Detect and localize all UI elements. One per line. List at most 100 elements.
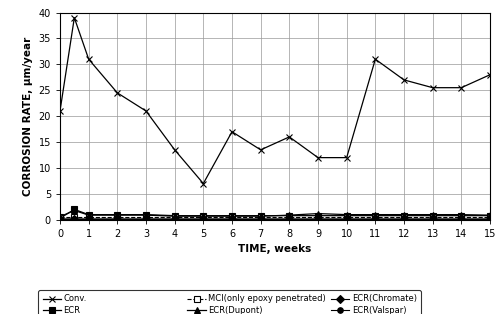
ECR(Valspar) xyxy=(86,217,91,221)
ECR(Chromate) xyxy=(401,217,407,221)
MCI(both layers penetrated) xyxy=(430,216,436,220)
ECR xyxy=(114,213,120,217)
Line: MCI(only epoxy penetrated): MCI(only epoxy penetrated) xyxy=(57,214,493,220)
Conv. xyxy=(430,86,436,89)
ECR xyxy=(86,213,91,217)
MCI(only epoxy penetrated) xyxy=(57,215,63,219)
ECR(Valspar) xyxy=(258,217,264,221)
Conv. xyxy=(200,181,206,185)
MCI(only epoxy penetrated) xyxy=(229,215,235,219)
ECR(Dupont) xyxy=(114,213,120,217)
ECR(Chromate) xyxy=(315,217,321,221)
Conv. xyxy=(172,148,177,152)
Conv. xyxy=(286,135,292,139)
ECR(Valspar) xyxy=(372,217,378,221)
ECR(Dupont) xyxy=(458,213,464,217)
Conv. xyxy=(57,109,63,113)
ECR(Valspar) xyxy=(200,217,206,221)
Y-axis label: CORROSION RATE, μm/year: CORROSION RATE, μm/year xyxy=(23,36,33,196)
ECR xyxy=(430,214,436,218)
ECR xyxy=(143,213,149,217)
ECR(Valspar) xyxy=(229,217,235,221)
ECR(Dupont) xyxy=(315,212,321,215)
MCI(only epoxy penetrated) xyxy=(286,215,292,219)
MCI(both layers penetrated) xyxy=(72,216,78,220)
ECR(Dupont) xyxy=(430,213,436,217)
ECR(Valspar) xyxy=(172,217,177,221)
MCI(only epoxy penetrated) xyxy=(430,215,436,219)
ECR(Dupont) xyxy=(487,213,493,217)
ECR(Chromate) xyxy=(200,217,206,221)
X-axis label: TIME, weeks: TIME, weeks xyxy=(238,244,312,254)
MCI(only epoxy penetrated) xyxy=(315,215,321,219)
ECR(Dupont) xyxy=(86,213,91,217)
MCI(both layers penetrated) xyxy=(401,216,407,220)
Conv. xyxy=(315,156,321,160)
ECR(Dupont) xyxy=(200,214,206,218)
Conv. xyxy=(344,156,349,160)
Conv. xyxy=(143,109,149,113)
ECR(Chromate) xyxy=(258,217,264,221)
Line: Conv.: Conv. xyxy=(56,14,494,187)
ECR(Dupont) xyxy=(172,214,177,218)
MCI(both layers penetrated) xyxy=(315,216,321,220)
MCI(both layers penetrated) xyxy=(372,216,378,220)
ECR xyxy=(372,214,378,218)
ECR(Valspar) xyxy=(72,217,78,221)
ECR(Chromate) xyxy=(286,217,292,221)
Line: ECR(Valspar): ECR(Valspar) xyxy=(57,217,493,222)
MCI(both layers penetrated) xyxy=(114,216,120,220)
ECR(Chromate) xyxy=(86,217,91,221)
MCI(both layers penetrated) xyxy=(487,216,493,220)
ECR(Dupont) xyxy=(258,214,264,218)
ECR xyxy=(487,214,493,218)
MCI(both layers penetrated) xyxy=(143,216,149,220)
ECR(Chromate) xyxy=(344,217,349,221)
MCI(only epoxy penetrated) xyxy=(344,215,349,219)
ECR(Valspar) xyxy=(315,217,321,221)
MCI(only epoxy penetrated) xyxy=(200,215,206,219)
ECR(Chromate) xyxy=(172,217,177,221)
MCI(both layers penetrated) xyxy=(344,216,349,220)
ECR(Chromate) xyxy=(143,217,149,221)
ECR(Dupont) xyxy=(286,213,292,217)
ECR(Chromate) xyxy=(487,217,493,221)
Conv. xyxy=(86,57,91,61)
ECR(Dupont) xyxy=(229,214,235,218)
MCI(only epoxy penetrated) xyxy=(86,215,91,219)
ECR xyxy=(315,214,321,218)
ECR xyxy=(258,214,264,218)
ECR(Valspar) xyxy=(344,217,349,221)
ECR(Valspar) xyxy=(143,217,149,221)
ECR xyxy=(57,216,63,220)
Line: ECR(Dupont): ECR(Dupont) xyxy=(56,207,494,220)
ECR xyxy=(72,208,78,211)
Conv. xyxy=(458,86,464,89)
Conv. xyxy=(229,130,235,133)
ECR xyxy=(401,214,407,218)
ECR xyxy=(344,214,349,218)
MCI(only epoxy penetrated) xyxy=(487,215,493,219)
MCI(only epoxy penetrated) xyxy=(258,215,264,219)
Line: ECR: ECR xyxy=(56,206,494,222)
ECR(Chromate) xyxy=(372,217,378,221)
ECR(Chromate) xyxy=(72,217,78,221)
MCI(both layers penetrated) xyxy=(258,216,264,220)
MCI(only epoxy penetrated) xyxy=(458,215,464,219)
ECR(Valspar) xyxy=(286,217,292,221)
MCI(both layers penetrated) xyxy=(172,216,177,220)
Conv. xyxy=(372,57,378,61)
ECR(Valspar) xyxy=(458,217,464,221)
ECR(Chromate) xyxy=(57,217,63,221)
MCI(only epoxy penetrated) xyxy=(172,215,177,219)
MCI(only epoxy penetrated) xyxy=(114,215,120,219)
MCI(only epoxy penetrated) xyxy=(372,215,378,219)
Line: ECR(Chromate): ECR(Chromate) xyxy=(57,216,493,222)
ECR(Chromate) xyxy=(458,217,464,221)
ECR xyxy=(286,214,292,218)
ECR(Valspar) xyxy=(430,217,436,221)
Legend: Conv., ECR, MCI(both layers penetrated), MCI(only epoxy penetrated), ECR(Dupont): Conv., ECR, MCI(both layers penetrated),… xyxy=(38,290,421,314)
ECR(Chromate) xyxy=(229,217,235,221)
ECR(Dupont) xyxy=(57,215,63,219)
Conv. xyxy=(72,16,78,19)
